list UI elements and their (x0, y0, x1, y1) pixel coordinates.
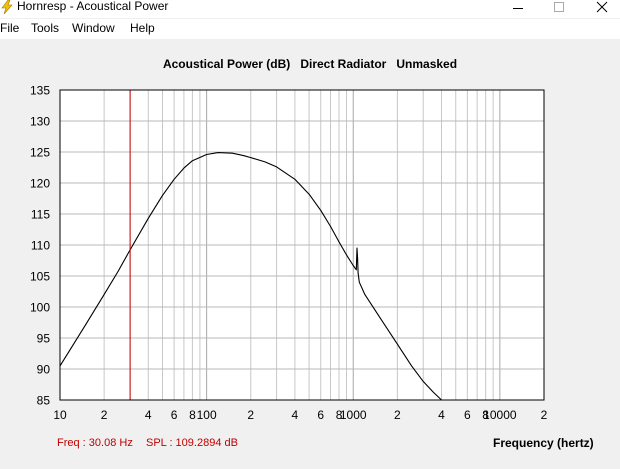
y-tick-label: 100 (30, 301, 50, 315)
title-bar: Hornresp - Acoustical Power (0, 0, 620, 18)
x-tick-label: 4 (292, 408, 299, 422)
y-tick-label: 85 (37, 394, 51, 408)
y-tick-label: 90 (37, 363, 51, 377)
menu-help[interactable]: Help (130, 21, 155, 35)
x-tick-label: 4 (145, 408, 152, 422)
window-title: Hornresp - Acoustical Power (17, 0, 169, 13)
x-tick-label: 2 (247, 408, 254, 422)
spl-readout: SPL : 109.2894 dB (146, 437, 238, 449)
menu-window[interactable]: Window (72, 21, 115, 35)
y-tick-label: 95 (37, 332, 51, 346)
x-tick-label: 6 (464, 408, 471, 422)
lightning-icon (1, 0, 13, 15)
x-tick-label: 8 (482, 408, 489, 422)
x-axis-label: Frequency (hertz) (493, 436, 594, 450)
y-tick-label: 130 (30, 115, 50, 129)
x-tick-label: 8 (336, 408, 343, 422)
x-tick-label: 4 (438, 408, 445, 422)
x-tick-label: 2 (394, 408, 401, 422)
chart-title-mask: Unmasked (396, 57, 458, 71)
y-tick-label: 105 (30, 270, 50, 284)
minimize-icon (513, 8, 523, 9)
close-icon (596, 1, 608, 13)
y-tick-label: 135 (30, 84, 50, 98)
x-tick-label: 10 (53, 408, 67, 422)
y-tick-label: 110 (31, 239, 50, 253)
power-curve (59, 152, 442, 401)
y-tick-label: 125 (30, 146, 50, 160)
freq-readout: Freq : 30.08 Hz (57, 437, 133, 449)
x-tick-label: 2 (541, 408, 548, 422)
x-tick-label: 8 (189, 408, 196, 422)
maximize-button[interactable] (539, 0, 579, 16)
chart-title-type: Direct Radiator (300, 57, 387, 71)
chart-area[interactable]: Acoustical Power (dB) Direct Radiator Un… (0, 40, 620, 469)
menu-bar: File Tools Window Help (0, 19, 620, 39)
menu-file[interactable]: File (0, 21, 20, 35)
x-tick-label: 6 (171, 408, 178, 422)
plot-frame (59, 89, 545, 401)
menu-tools[interactable]: Tools (31, 21, 60, 35)
close-button[interactable] (582, 0, 620, 16)
y-tick-label: 115 (31, 208, 50, 222)
maximize-icon (554, 2, 564, 12)
chart-title-quantity: Acoustical Power (dB) (162, 57, 291, 71)
x-tick-label: 6 (317, 408, 324, 422)
x-tick-label: 2 (101, 408, 108, 422)
x-tick-label: 1000 (340, 408, 367, 422)
x-tick-label: 100 (197, 408, 217, 422)
chart-title: Acoustical Power (dB) Direct Radiator Un… (0, 57, 620, 71)
x-tick-label: 10000 (483, 408, 517, 422)
y-tick-label: 120 (30, 177, 50, 191)
minimize-button[interactable] (498, 0, 538, 16)
